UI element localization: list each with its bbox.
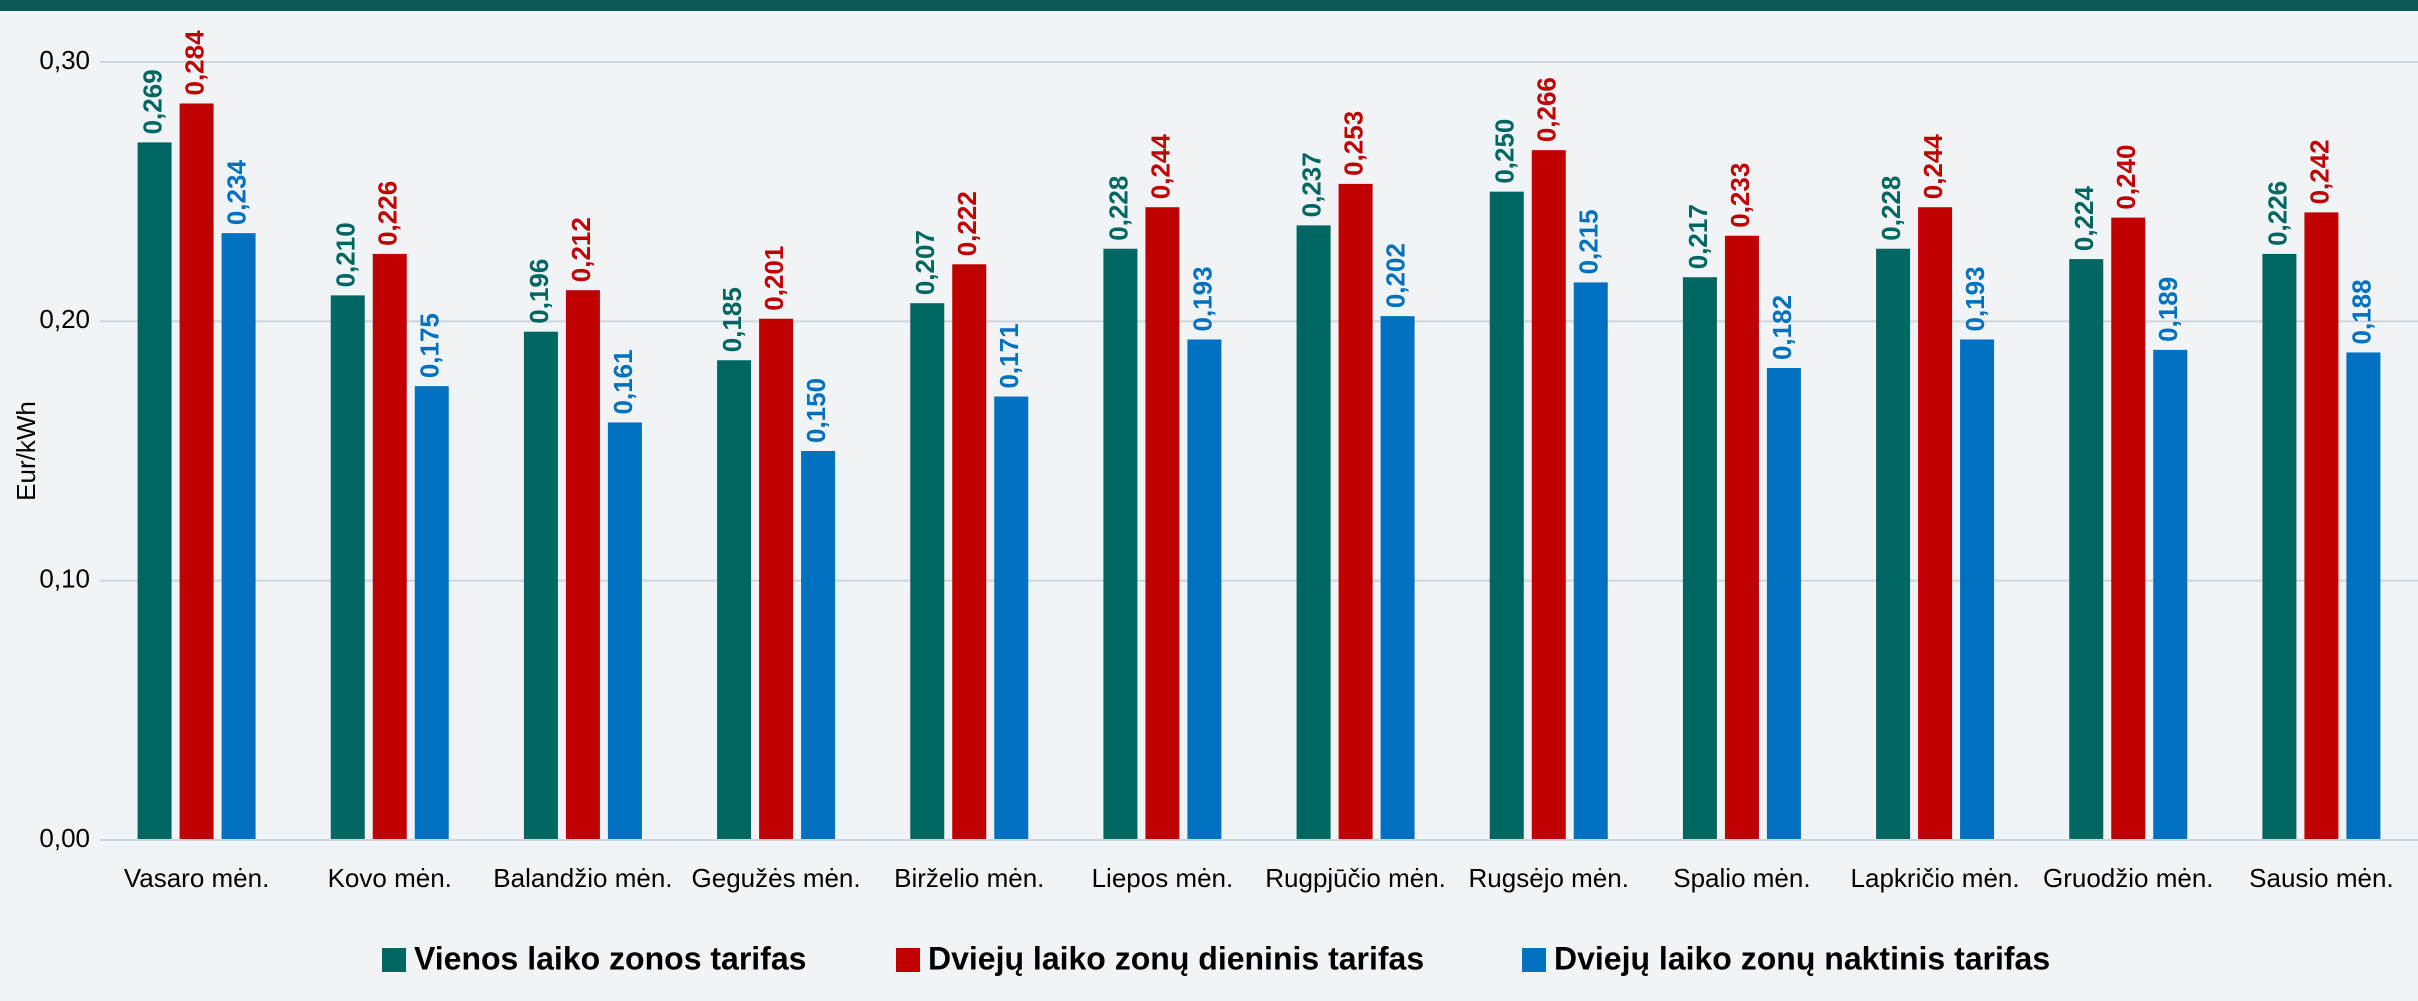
bar <box>2304 212 2339 840</box>
value-label: 0,224 <box>2069 185 2099 251</box>
bar <box>2111 217 2146 841</box>
value-label: 0,244 <box>1145 134 1175 200</box>
value-label: 0,222 <box>952 191 982 256</box>
bar <box>1573 282 1608 840</box>
bar <box>717 360 752 840</box>
bar <box>1682 277 1717 840</box>
bar <box>2346 352 2381 840</box>
x-tick-label: Birželio mėn. <box>894 863 1044 893</box>
value-label: 0,269 <box>137 69 167 134</box>
top-band <box>0 0 2418 11</box>
bar <box>1296 225 1331 840</box>
value-label: 0,175 <box>415 313 445 378</box>
value-label: 0,196 <box>524 259 554 324</box>
x-tick-label: Gegužės mėn. <box>692 863 861 893</box>
value-label: 0,284 <box>179 30 209 96</box>
value-label: 0,244 <box>1918 134 1948 200</box>
bar <box>1338 183 1373 841</box>
x-tick-label: Gruodžio mėn. <box>2043 863 2214 893</box>
y-tick-label: 0,10 <box>39 564 90 594</box>
value-label: 0,226 <box>2262 181 2292 246</box>
value-label: 0,207 <box>910 230 940 295</box>
bar <box>523 331 558 840</box>
value-label: 0,217 <box>1683 204 1713 269</box>
x-tick-label: Kovo mėn. <box>328 863 452 893</box>
bar <box>1876 248 1911 841</box>
bar <box>330 295 365 840</box>
bar <box>1960 339 1995 840</box>
bar <box>565 290 600 840</box>
bar <box>2069 259 2104 840</box>
value-label: 0,250 <box>1490 119 1520 184</box>
y-axis-label: Eur/kWh <box>11 401 41 501</box>
bar <box>2153 349 2188 840</box>
bar <box>1766 368 1801 840</box>
value-label: 0,188 <box>2346 279 2376 344</box>
legend-swatch <box>382 948 406 972</box>
bar <box>414 386 449 840</box>
value-label: 0,233 <box>1725 163 1755 228</box>
y-tick-label: 0,20 <box>39 304 90 334</box>
x-tick-label: Rugpjūčio mėn. <box>1265 863 1446 893</box>
value-label: 0,234 <box>221 160 251 226</box>
legend-label: Dviejų laiko zonų naktinis tarifas <box>1554 940 2050 976</box>
x-tick-label: Spalio mėn. <box>1673 863 1810 893</box>
bar <box>994 396 1029 840</box>
x-tick-label: Rugsėjo mėn. <box>1469 863 1629 893</box>
value-label: 0,215 <box>1574 209 1604 274</box>
legend-swatch <box>1522 948 1546 972</box>
x-tick-label: Liepos mėn. <box>1092 863 1234 893</box>
value-label: 0,201 <box>759 246 789 311</box>
value-label: 0,193 <box>1187 266 1217 331</box>
x-tick-label: Balandžio mėn. <box>493 863 672 893</box>
value-label: 0,150 <box>801 378 831 443</box>
value-label: 0,226 <box>373 181 403 246</box>
value-label: 0,228 <box>1876 176 1906 241</box>
bar <box>1380 316 1415 840</box>
value-label: 0,171 <box>994 323 1024 388</box>
bar <box>137 142 172 841</box>
x-tick-label: Vasaro mėn. <box>124 863 269 893</box>
bar <box>1489 191 1524 840</box>
value-label: 0,242 <box>2304 139 2334 204</box>
bar <box>607 422 642 840</box>
bar <box>179 103 214 840</box>
bar <box>952 264 987 840</box>
value-label: 0,240 <box>2111 145 2141 210</box>
y-tick-label: 0,00 <box>39 823 90 853</box>
value-label: 0,182 <box>1767 295 1797 360</box>
bar <box>910 303 945 840</box>
value-label: 0,228 <box>1103 176 1133 241</box>
bar <box>1187 339 1222 840</box>
bar <box>759 318 794 840</box>
bar <box>1724 235 1759 841</box>
value-label: 0,266 <box>1532 77 1562 142</box>
bar <box>1103 248 1138 841</box>
value-label: 0,253 <box>1338 111 1368 176</box>
bar <box>801 451 836 840</box>
value-label: 0,210 <box>331 222 361 287</box>
value-label: 0,193 <box>1960 266 1990 331</box>
legend-label: Dviejų laiko zonų dieninis tarifas <box>928 940 1424 976</box>
legend-label: Vienos laiko zonos tarifas <box>414 940 806 976</box>
value-label: 0,161 <box>608 349 638 414</box>
bar <box>1918 207 1953 840</box>
y-tick-label: 0,30 <box>39 45 90 75</box>
bar <box>2262 253 2297 840</box>
value-label: 0,237 <box>1296 152 1326 217</box>
value-label: 0,189 <box>2153 277 2183 342</box>
bar <box>1145 207 1180 840</box>
legend-swatch <box>896 948 920 972</box>
x-tick-label: Sausio mėn. <box>2249 863 2394 893</box>
bar <box>372 253 407 840</box>
bar <box>221 233 256 840</box>
x-tick-label: Lapkričio mėn. <box>1851 863 2020 893</box>
value-label: 0,185 <box>717 287 747 352</box>
bar <box>1531 150 1566 840</box>
value-label: 0,212 <box>566 217 596 282</box>
value-label: 0,202 <box>1380 243 1410 308</box>
